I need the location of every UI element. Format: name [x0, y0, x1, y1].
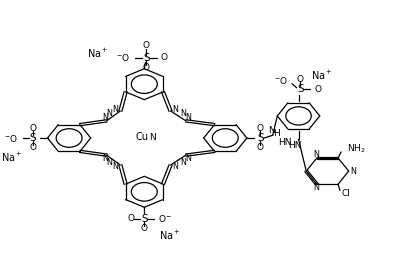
- Text: Na$^+$: Na$^+$: [1, 151, 22, 164]
- Text: N: N: [313, 183, 319, 192]
- Text: NH$_2$: NH$_2$: [347, 142, 365, 155]
- Text: N: N: [106, 158, 112, 167]
- Text: N: N: [103, 154, 108, 163]
- Text: N: N: [268, 126, 275, 135]
- Text: N: N: [350, 167, 356, 176]
- Text: O: O: [29, 143, 37, 152]
- Text: N: N: [106, 109, 112, 118]
- Text: O$^{-}$: O$^{-}$: [158, 213, 172, 224]
- Text: H: H: [273, 129, 280, 138]
- Text: HN: HN: [288, 141, 301, 150]
- Text: N: N: [180, 158, 186, 167]
- Text: Na$^+$: Na$^+$: [87, 47, 109, 60]
- Text: S: S: [257, 133, 264, 143]
- Text: O: O: [314, 85, 321, 94]
- Text: O: O: [143, 63, 150, 72]
- Text: N: N: [149, 133, 156, 142]
- Text: N: N: [313, 150, 319, 159]
- Text: Na$^+$: Na$^+$: [159, 229, 180, 242]
- Text: $^{-}$O: $^{-}$O: [4, 132, 18, 144]
- Text: Cl: Cl: [342, 189, 351, 198]
- Text: S: S: [141, 214, 148, 224]
- Text: S: S: [297, 84, 304, 94]
- Text: O: O: [29, 124, 37, 133]
- Text: $^{-}$O: $^{-}$O: [274, 75, 288, 86]
- Text: $^{-}$O: $^{-}$O: [116, 52, 130, 63]
- Text: O: O: [257, 143, 264, 152]
- Text: N: N: [185, 154, 191, 163]
- Text: O: O: [160, 53, 167, 62]
- Text: N: N: [173, 162, 178, 171]
- Text: O: O: [141, 224, 148, 233]
- Text: O: O: [297, 75, 304, 84]
- Text: O: O: [257, 124, 264, 133]
- Text: N: N: [173, 105, 178, 114]
- Text: HN: HN: [278, 138, 292, 147]
- Text: S: S: [29, 133, 36, 143]
- Text: N: N: [180, 109, 186, 118]
- Text: N: N: [103, 113, 108, 122]
- Text: O: O: [143, 41, 150, 50]
- Text: N: N: [112, 105, 118, 114]
- Text: O: O: [127, 214, 134, 223]
- Text: N: N: [112, 162, 118, 171]
- Text: N: N: [185, 113, 191, 122]
- Text: Na$^+$: Na$^+$: [311, 69, 332, 83]
- Text: Cu: Cu: [136, 132, 149, 142]
- Text: S: S: [143, 53, 150, 63]
